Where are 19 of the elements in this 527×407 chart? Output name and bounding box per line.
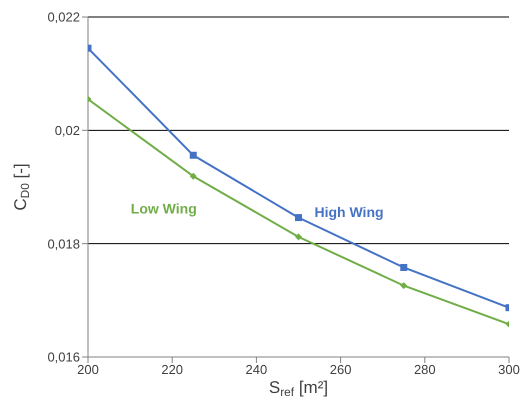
x-tick-label: 220 [161, 362, 184, 378]
x-tick-label: 240 [246, 362, 268, 378]
x-tick-label: 200 [77, 362, 99, 378]
y-tick-label: 0,022 [47, 10, 80, 25]
point [190, 172, 197, 180]
point [400, 264, 408, 271]
series-label: High Wing [314, 204, 384, 220]
x-tick-label: 300 [498, 362, 520, 378]
x-tick-label: 260 [330, 362, 352, 378]
series-label: Low Wing [130, 200, 197, 217]
x-axis-title: S$_{ref}$ [m²] [268, 378, 328, 399]
y-tick-label: 0,018 [47, 236, 80, 252]
point [400, 282, 408, 290]
y-tick-label: 0,016 [47, 350, 80, 365]
point [190, 152, 197, 159]
y-tick-label: 0,02 [54, 122, 80, 138]
point [295, 233, 302, 240]
point [295, 214, 302, 222]
x-tick-label: 280 [414, 362, 436, 378]
